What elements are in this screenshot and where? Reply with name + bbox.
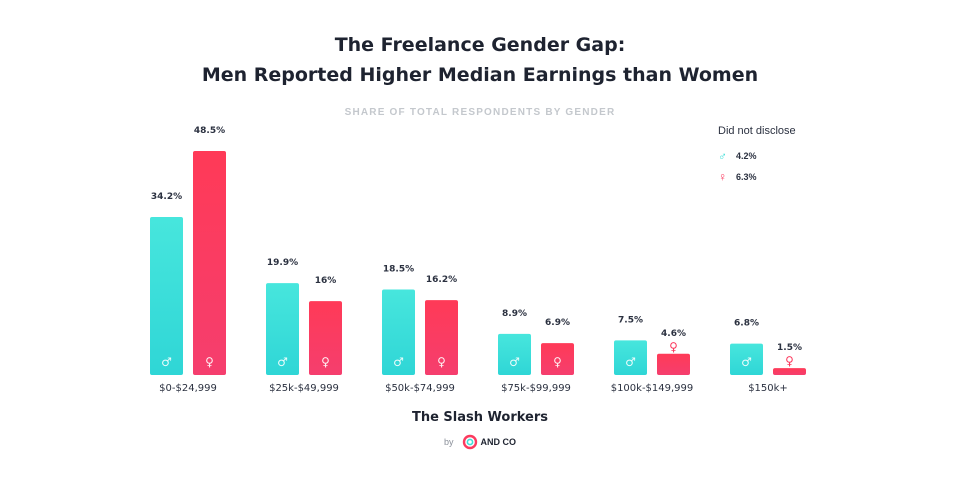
data-label-male-3: 8.9% xyxy=(502,309,527,319)
legend-item-female: ♀ 6.3% xyxy=(718,166,796,187)
legend-title: Did not disclose xyxy=(718,125,796,137)
male-symbol-icon-5: ♂ xyxy=(741,355,752,369)
bar-female-1 xyxy=(309,301,342,375)
female-symbol-icon-0: ♀ xyxy=(205,355,214,369)
female-symbol-icon-4: ♀ xyxy=(669,340,678,354)
female-symbol-icon: ♀ xyxy=(718,169,727,184)
data-label-male-4: 7.5% xyxy=(618,315,643,325)
male-symbol-icon: ♂ xyxy=(718,148,727,163)
bar-male-3 xyxy=(498,333,531,375)
bar-male-2 xyxy=(382,289,415,375)
brand-name: AND CO xyxy=(480,437,517,447)
male-symbol-icon-1: ♂ xyxy=(277,355,288,369)
data-label-male-5: 6.8% xyxy=(734,319,759,329)
footer-by-label: by xyxy=(443,437,454,447)
male-symbol-icon-2: ♂ xyxy=(393,355,404,369)
data-label-male-0: 34.2% xyxy=(151,192,182,202)
x-tick-label-5: $150k+ xyxy=(748,383,788,394)
chart-title-line-2: Men Reported Higher Median Earnings than… xyxy=(201,64,759,86)
bar-female-3 xyxy=(541,343,574,375)
footer-title: The Slash Workers xyxy=(411,410,549,425)
data-label-male-1: 19.9% xyxy=(267,258,298,268)
female-symbol-icon-1: ♀ xyxy=(321,355,330,369)
male-symbol-icon-3: ♂ xyxy=(509,355,520,369)
data-label-female-0: 48.5% xyxy=(194,126,225,136)
male-symbol-icon-4: ♂ xyxy=(625,355,636,369)
female-symbol-icon-3: ♀ xyxy=(553,355,562,369)
female-symbol-icon-2: ♀ xyxy=(437,355,446,369)
data-label-male-2: 18.5% xyxy=(383,265,414,275)
data-label-female-3: 6.9% xyxy=(545,318,570,328)
bar-male-4 xyxy=(614,340,647,375)
x-tick-label-3: $75k-$99,999 xyxy=(501,383,571,394)
x-tick-label-1: $25k-$49,999 xyxy=(269,383,339,394)
legend-value-male: 4.2% xyxy=(736,150,757,161)
brand-logo: AND CO xyxy=(462,434,517,450)
x-tick-label-0: $0-$24,999 xyxy=(159,383,217,394)
bar-female-2 xyxy=(425,300,458,375)
bar-female-5 xyxy=(773,368,806,375)
data-label-female-1: 16% xyxy=(315,276,337,286)
x-tick-label-2: $50k-$74,999 xyxy=(385,383,455,394)
data-label-female-4: 4.6% xyxy=(661,329,686,339)
x-tick-label-4: $100k-$149,999 xyxy=(611,383,694,394)
male-symbol-icon-0: ♂ xyxy=(161,355,172,369)
legend-item-male: ♂ 4.2% xyxy=(718,145,796,166)
data-label-female-2: 16.2% xyxy=(426,275,457,285)
data-label-female-5: 1.5% xyxy=(777,343,802,353)
footer-credit: by AND CO xyxy=(0,434,960,450)
bar-male-0 xyxy=(150,217,183,375)
chart-subtitle: SHARE OF TOTAL RESPONDENTS BY GENDER xyxy=(344,107,616,118)
chart-title-line-1: The Freelance Gender Gap: xyxy=(334,34,626,56)
chart-title: The Freelance Gender Gap: Men Reported H… xyxy=(0,30,960,90)
bar-female-4 xyxy=(657,353,690,375)
legend: Did not disclose ♂ 4.2% ♀ 6.3% xyxy=(718,125,796,187)
bar-female-0 xyxy=(193,151,226,375)
andco-logo-icon xyxy=(462,434,477,450)
female-symbol-icon-5: ♀ xyxy=(785,354,794,368)
legend-value-female: 6.3% xyxy=(736,171,757,182)
bar-male-1 xyxy=(266,283,299,375)
bar-male-5 xyxy=(730,343,763,375)
